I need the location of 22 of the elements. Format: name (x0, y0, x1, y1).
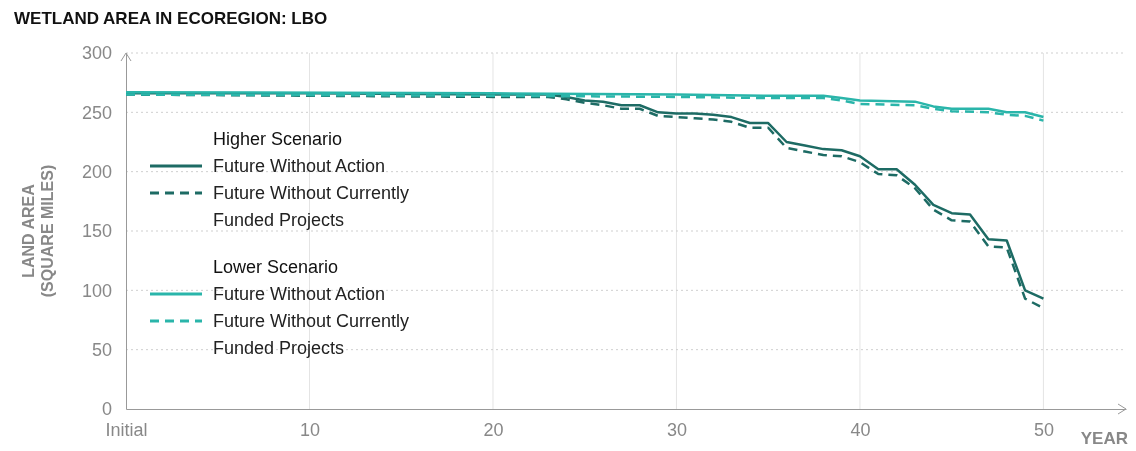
x-tick-label: 30 (666, 419, 687, 440)
legend-label: Future Without Currently Funded Projects (213, 311, 410, 358)
annotation: Higher Scenario (213, 129, 343, 149)
x-tick-label: 20 (483, 419, 504, 440)
x-tick-label: 40 (850, 419, 871, 440)
x-tick-label: Initial (105, 419, 148, 440)
y-tick-label: 150 (81, 221, 112, 242)
chart-title: WETLAND AREA IN ECOREGION: LBO (14, 9, 328, 28)
y-tick-label: 250 (81, 102, 112, 123)
annotation: Lower Scenario (213, 257, 339, 277)
y-axis-title: LAND AREA (SQUARE MILES) (20, 164, 56, 298)
y-tick-label: 300 (81, 43, 112, 64)
legend-label: Future Without Action (213, 156, 386, 176)
x-axis-title: YEAR (1080, 429, 1128, 448)
y-tick-label: 0 (101, 399, 112, 420)
y-tick-label: 100 (81, 280, 112, 301)
x-tick-label: 10 (299, 419, 320, 440)
legend-label: Future Without Currently Funded Projects (213, 183, 410, 230)
legend-label: Future Without Action (213, 284, 386, 304)
x-tick-label: 50 (1033, 419, 1054, 440)
y-tick-label: 200 (81, 161, 112, 182)
y-tick-label: 50 (91, 339, 112, 360)
